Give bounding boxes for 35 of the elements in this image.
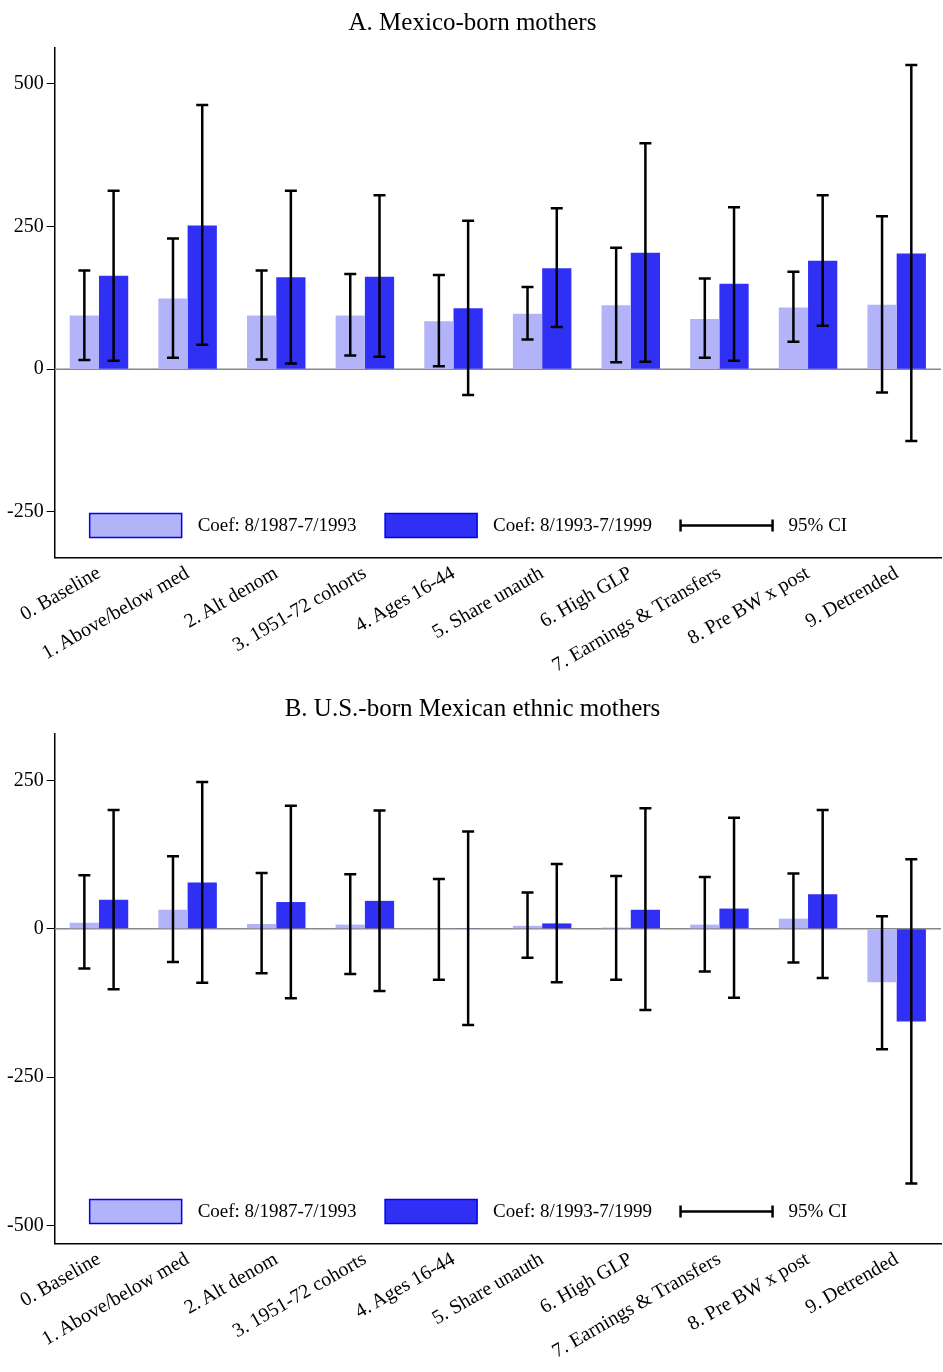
- bar: [512, 313, 543, 369]
- bar: [542, 923, 572, 929]
- bar: [719, 908, 749, 929]
- bar: [453, 308, 483, 369]
- bar: [719, 283, 749, 369]
- y-tick-label: 500: [13, 71, 44, 94]
- y-tick-label: 250: [13, 213, 44, 236]
- bar: [187, 225, 217, 369]
- chart-title: B. U.S.-born Mexican ethnic mothers: [284, 693, 661, 721]
- y-tick-label: -500: [6, 1212, 44, 1235]
- bar: [808, 260, 838, 369]
- legend-label: Coef: 8/1987-7/1993: [197, 1200, 357, 1222]
- bar: [276, 902, 306, 929]
- bar: [276, 277, 306, 369]
- bar: [778, 307, 809, 369]
- bar: [867, 304, 897, 369]
- bar: [424, 321, 454, 369]
- bar: [867, 929, 897, 983]
- bar: [601, 305, 631, 369]
- annotation: 95% CI: [788, 1200, 848, 1222]
- y-tick-label: 0: [33, 356, 44, 379]
- bar: [158, 909, 188, 929]
- legend-label: Coef: 8/1993-7/1999: [493, 1200, 652, 1222]
- y-tick-label: 250: [13, 767, 44, 790]
- y-tick-label: 0: [33, 916, 44, 939]
- bar: [690, 319, 720, 369]
- bar: [542, 268, 572, 369]
- legend-label: Coef: 8/1993-7/1999: [493, 514, 652, 536]
- y-tick-label: -250: [6, 1064, 44, 1087]
- annotation: 95% CI: [788, 514, 848, 536]
- y-tick-label: -250: [6, 499, 44, 522]
- chart-title: A. Mexico-born mothers: [348, 7, 597, 35]
- legend-label: Coef: 8/1987-7/1993: [197, 514, 357, 536]
- bar: [158, 298, 188, 369]
- bar: [187, 882, 217, 929]
